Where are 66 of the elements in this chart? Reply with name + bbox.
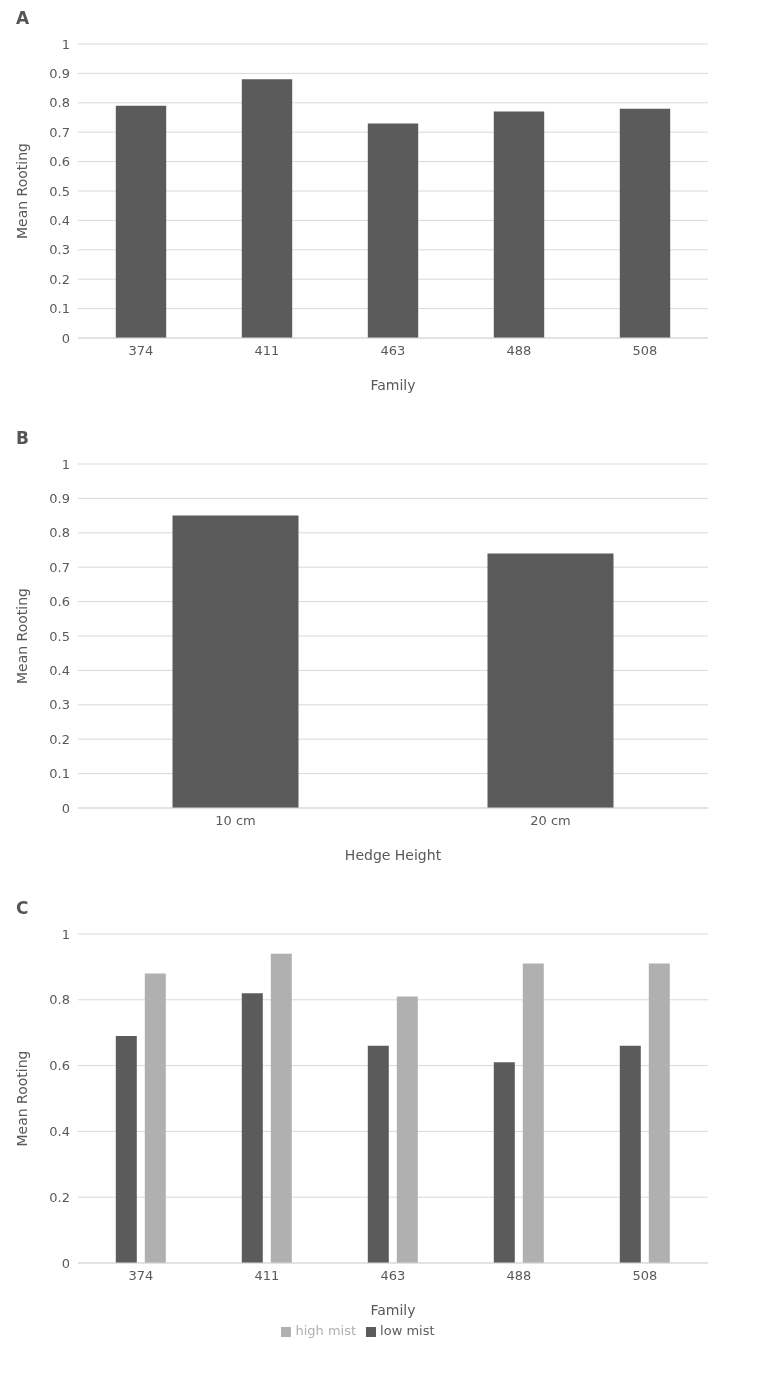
y-tick-label: 0 [61,800,70,816]
y-tick-label: 0.6 [49,154,70,170]
bar [115,1035,137,1263]
y-tick-label: 0 [61,1255,70,1271]
y-tick-label: 1 [61,926,70,942]
bar [493,1062,515,1263]
bar [144,973,166,1263]
y-tick-label: 0.2 [49,1189,70,1205]
y-tick-label: 1 [61,456,70,472]
y-tick-label: 0.2 [49,271,70,287]
y-tick-label: 0.8 [49,95,70,111]
y-tick-label: 0.5 [49,183,70,199]
y-tick-label: 0.9 [49,66,70,82]
bar [522,963,544,1263]
x-axis-title: Hedge Height [344,847,442,863]
y-tick-label: 0.9 [49,491,70,507]
y-axis-title: Mean Rooting [13,588,30,684]
x-tick-label: 508 [632,1268,658,1284]
x-tick-label: 20 cm [530,813,571,829]
x-tick-label: 463 [380,343,406,359]
x-tick-label: 374 [128,343,154,359]
y-tick-label: 0.2 [49,731,70,747]
x-tick-label: 10 cm [215,813,256,829]
y-tick-label: 0.1 [49,766,70,782]
y-tick-label: 0.8 [49,525,70,541]
bar [115,105,167,338]
x-tick-label: 488 [506,1268,532,1284]
bar [270,953,292,1263]
bar [619,1045,641,1263]
y-axis-title: Mean Rooting [13,1050,30,1147]
x-tick-label: 463 [380,1268,406,1284]
bar [396,996,418,1263]
x-tick-label: 411 [254,343,280,359]
chart-title: B [16,428,30,450]
y-tick-label: 0.3 [49,242,70,258]
y-tick-label: 0.7 [49,559,70,575]
chart-title: C [16,898,30,920]
y-tick-label: 0.6 [49,1058,70,1074]
y-tick-label: 1 [61,36,70,52]
y-tick-label: 0.4 [49,213,70,229]
x-axis-title: Family [370,1302,416,1318]
bar [619,108,671,338]
bar [367,1045,389,1263]
x-axis-title: Family [370,377,416,393]
y-tick-label: 0 [61,330,70,346]
bar [241,993,263,1263]
legend-label: high mist [295,1323,357,1338]
bar [241,79,293,338]
y-tick-label: 0.5 [49,628,70,644]
y-tick-label: 0.4 [49,663,70,679]
x-tick-label: 488 [506,343,532,359]
x-tick-label: 508 [632,343,658,359]
y-tick-label: 0.6 [49,594,70,610]
bar [367,123,419,338]
x-tick-label: 374 [128,1268,154,1284]
x-tick-label: 411 [254,1268,280,1284]
y-tick-label: 0.1 [49,301,70,317]
y-tick-label: 0.7 [49,124,70,140]
legend-label: low mist [380,1323,435,1338]
bar [648,963,670,1263]
y-tick-label: 0.3 [49,697,70,713]
y-tick-label: 0.4 [49,1124,70,1140]
chart-title: A [16,8,31,30]
bar [493,111,545,338]
y-axis-title: Mean Rooting [13,143,30,239]
y-tick-label: 0.8 [49,992,70,1008]
